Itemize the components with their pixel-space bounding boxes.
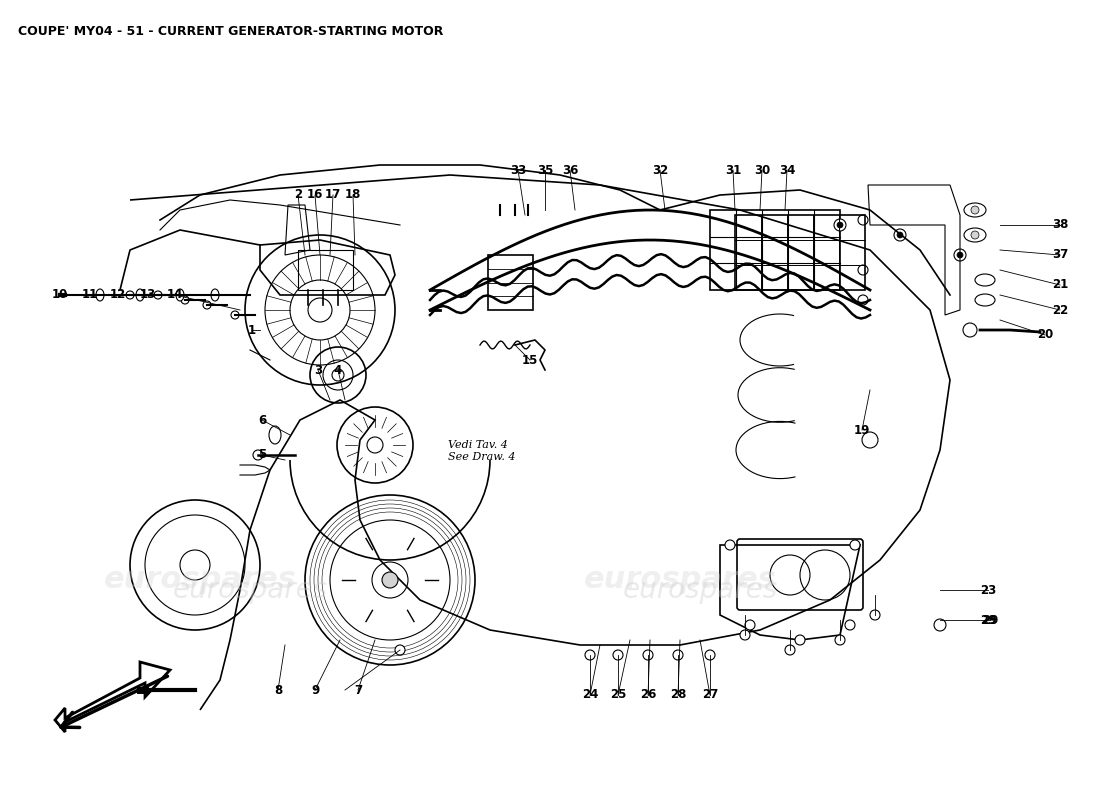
Ellipse shape	[975, 274, 996, 286]
Circle shape	[971, 206, 979, 214]
Circle shape	[705, 650, 715, 660]
Circle shape	[644, 650, 653, 660]
Text: COUPE' MY04 - 51 - CURRENT GENERATOR-STARTING MOTOR: COUPE' MY04 - 51 - CURRENT GENERATOR-STA…	[18, 25, 443, 38]
Circle shape	[585, 650, 595, 660]
Text: eurospares: eurospares	[103, 566, 296, 594]
Text: 9: 9	[311, 683, 319, 697]
Polygon shape	[55, 662, 170, 732]
Text: 15: 15	[521, 354, 538, 366]
Text: 31: 31	[725, 163, 741, 177]
Text: 3: 3	[314, 363, 322, 377]
Text: 32: 32	[652, 163, 668, 177]
Circle shape	[858, 215, 868, 225]
Text: 19: 19	[854, 423, 870, 437]
Circle shape	[870, 610, 880, 620]
Circle shape	[862, 432, 878, 448]
Ellipse shape	[270, 426, 280, 444]
Text: 8: 8	[274, 683, 282, 697]
Text: 5: 5	[257, 449, 266, 462]
Circle shape	[934, 619, 946, 631]
Text: 17: 17	[324, 189, 341, 202]
Circle shape	[858, 265, 868, 275]
Text: 14: 14	[167, 289, 184, 302]
Circle shape	[745, 620, 755, 630]
Ellipse shape	[964, 228, 986, 242]
Text: 33: 33	[510, 163, 526, 177]
Text: 12: 12	[110, 289, 126, 302]
Text: 21: 21	[1052, 278, 1068, 291]
Text: 2: 2	[294, 189, 302, 202]
Circle shape	[835, 635, 845, 645]
Circle shape	[231, 311, 239, 319]
Text: 28: 28	[670, 689, 686, 702]
Text: 1: 1	[248, 323, 256, 337]
Text: 13: 13	[140, 289, 156, 302]
Circle shape	[971, 231, 979, 239]
Text: 4: 4	[334, 363, 342, 377]
Text: 37: 37	[1052, 249, 1068, 262]
Text: eurospares: eurospares	[584, 566, 777, 594]
Circle shape	[785, 645, 795, 655]
Text: eurospares: eurospares	[623, 576, 778, 604]
Text: 22: 22	[1052, 303, 1068, 317]
Text: 18: 18	[344, 189, 361, 202]
Circle shape	[962, 323, 977, 337]
Circle shape	[795, 635, 805, 645]
Text: 11: 11	[81, 289, 98, 302]
Ellipse shape	[211, 289, 219, 301]
Text: 29: 29	[982, 614, 998, 626]
Ellipse shape	[964, 203, 986, 217]
Text: 20: 20	[1037, 329, 1053, 342]
Text: Vedi Tav. 4
See Draw. 4: Vedi Tav. 4 See Draw. 4	[448, 440, 516, 462]
Text: 35: 35	[537, 163, 553, 177]
Bar	[488, 255, 534, 310]
Circle shape	[834, 219, 846, 231]
Circle shape	[382, 572, 398, 588]
Text: 24: 24	[582, 689, 598, 702]
Circle shape	[957, 252, 962, 258]
Circle shape	[126, 291, 134, 299]
Bar	[735, 215, 865, 290]
Text: 6: 6	[257, 414, 266, 426]
Circle shape	[837, 222, 843, 228]
Text: 36: 36	[562, 163, 579, 177]
Text: 29: 29	[980, 614, 997, 626]
Circle shape	[894, 229, 906, 241]
Text: 30: 30	[754, 163, 770, 177]
Ellipse shape	[136, 289, 144, 301]
Circle shape	[850, 540, 860, 550]
Text: 34: 34	[779, 163, 795, 177]
Text: 16: 16	[307, 189, 323, 202]
Circle shape	[154, 291, 162, 299]
Circle shape	[740, 630, 750, 640]
Text: 27: 27	[702, 689, 718, 702]
Circle shape	[858, 295, 868, 305]
Bar	[298, 250, 353, 290]
Text: 7: 7	[354, 683, 362, 697]
Ellipse shape	[176, 289, 184, 301]
Circle shape	[673, 650, 683, 660]
Circle shape	[395, 645, 405, 655]
Circle shape	[182, 296, 189, 304]
Text: 25: 25	[609, 689, 626, 702]
Ellipse shape	[96, 289, 104, 301]
Text: 26: 26	[640, 689, 657, 702]
Text: eurospares: eurospares	[173, 576, 328, 604]
Circle shape	[896, 232, 903, 238]
Circle shape	[845, 620, 855, 630]
Text: 38: 38	[1052, 218, 1068, 231]
Bar	[710, 210, 840, 290]
Circle shape	[954, 249, 966, 261]
Circle shape	[253, 450, 263, 460]
Text: 10: 10	[52, 289, 68, 302]
Text: 23: 23	[980, 583, 997, 597]
Circle shape	[613, 650, 623, 660]
Ellipse shape	[975, 294, 996, 306]
Circle shape	[725, 540, 735, 550]
Circle shape	[204, 301, 211, 309]
